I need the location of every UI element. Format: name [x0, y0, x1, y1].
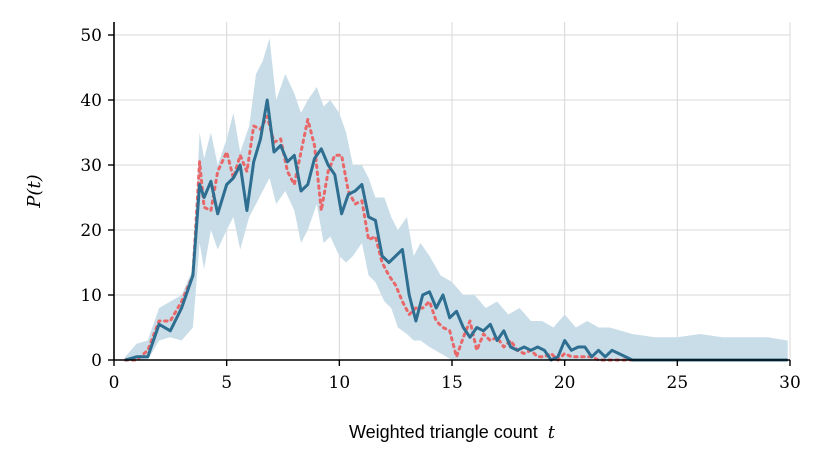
x-axis-title: Weighted triangle count t — [349, 422, 556, 443]
x-tick-label: 25 — [667, 373, 689, 393]
x-axis-ticks: 0 5 10 15 20 25 30 — [109, 360, 801, 393]
x-tick-label: 20 — [554, 373, 576, 393]
series-solid-line — [124, 98, 788, 362]
x-tick-label: 10 — [329, 373, 351, 393]
y-tick-label: 30 — [80, 156, 102, 176]
confidence-band — [125, 38, 788, 361]
y-axis-title: P(t) — [24, 174, 45, 208]
y-tick-label: 50 — [80, 26, 102, 46]
x-tick-label: 15 — [441, 373, 463, 393]
x-axis-title-text: Weighted triangle count — [349, 422, 538, 442]
y-tick-label: 40 — [80, 91, 102, 111]
y-tick-label: 0 — [91, 351, 102, 371]
y-tick-label: 20 — [80, 221, 102, 241]
grid — [114, 22, 791, 360]
x-tick-label: 5 — [221, 373, 232, 393]
x-axis-title-variable: t — [548, 422, 556, 443]
y-tick-label: 10 — [80, 286, 102, 306]
y-axis-ticks: 0 10 20 30 40 50 — [80, 26, 114, 371]
x-tick-label: 0 — [109, 373, 120, 393]
x-tick-label: 30 — [779, 373, 801, 393]
